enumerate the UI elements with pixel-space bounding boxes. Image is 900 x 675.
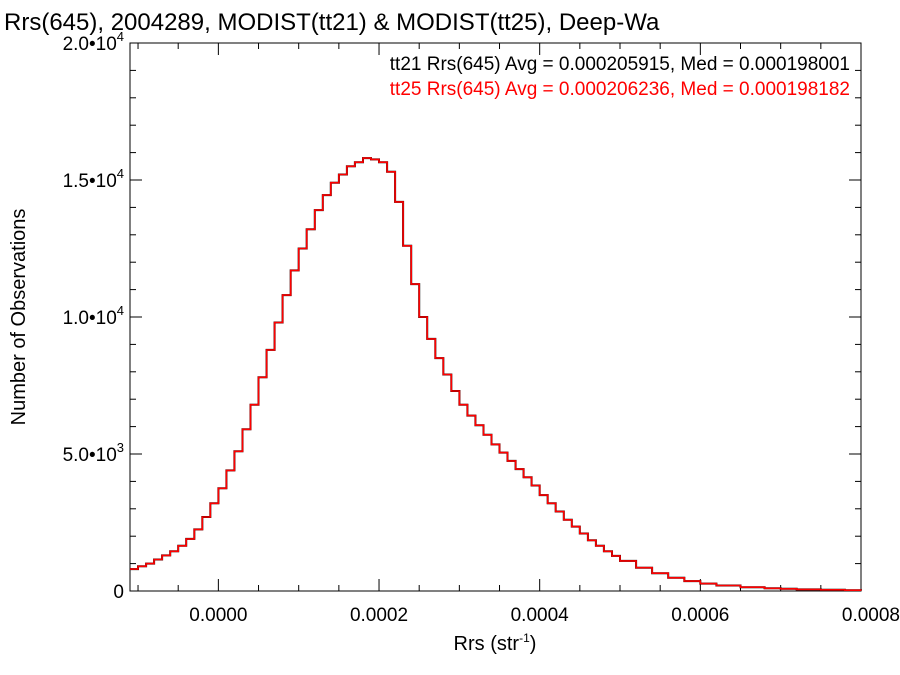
legend-entry-tt21: tt21 Rrs(645) Avg = 0.000205915, Med = 0… (390, 54, 850, 75)
y-tick-exponent: 4 (117, 166, 124, 181)
x-axis-title-close: ) (530, 633, 537, 655)
y-axis-title: Number of Observations (8, 209, 30, 426)
y-tick-mantissa: 2.0•10 (63, 34, 117, 55)
x-axis-title-main: Rrs (str (454, 633, 520, 655)
y-tick-label: 2.0•104 (63, 29, 124, 55)
plot-frame (129, 42, 862, 592)
x-tick-labels: 0.0000 0.0002 0.0004 0.0006 0.0008 (189, 605, 900, 626)
series-line-tt21 (130, 157, 862, 592)
x-tick-label: 0.0000 (189, 605, 247, 626)
series-line-tt25 (130, 157, 862, 591)
y-tick-exponent: 4 (117, 303, 124, 318)
y-tick-mantissa: 1.0•10 (63, 308, 117, 329)
x-axis-title-sup: -1 (519, 631, 530, 645)
series-group (130, 157, 862, 592)
x-tick-label: 0.0008 (842, 605, 900, 626)
y-tick-mantissa: 1.5•10 (63, 171, 117, 192)
axis-ticks (130, 42, 862, 592)
y-tick-label: 1.0•104 (63, 303, 124, 329)
x-tick-label: 0.0004 (511, 605, 570, 626)
x-tick-label: 0.0006 (671, 605, 729, 626)
y-tick-label: 5.0•103 (63, 440, 124, 466)
y-tick-mantissa: 0 (113, 582, 124, 603)
y-tick-label: 0 (113, 582, 124, 603)
legend-entry-tt25: tt25 Rrs(645) Avg = 0.000206236, Med = 0… (390, 79, 850, 100)
y-tick-exponent: 3 (117, 440, 124, 455)
legend: tt21 Rrs(645) Avg = 0.000205915, Med = 0… (390, 54, 850, 100)
chart-title: Rrs(645), 2004289, MODIST(tt21) & MODIST… (4, 9, 660, 36)
y-tick-exponent: 4 (117, 29, 124, 44)
x-axis-title: Rrs (str-1) (454, 631, 537, 655)
x-tick-label: 0.0002 (350, 605, 408, 626)
y-tick-mantissa: 5.0•10 (63, 445, 117, 466)
y-tick-label: 1.5•104 (63, 166, 124, 192)
